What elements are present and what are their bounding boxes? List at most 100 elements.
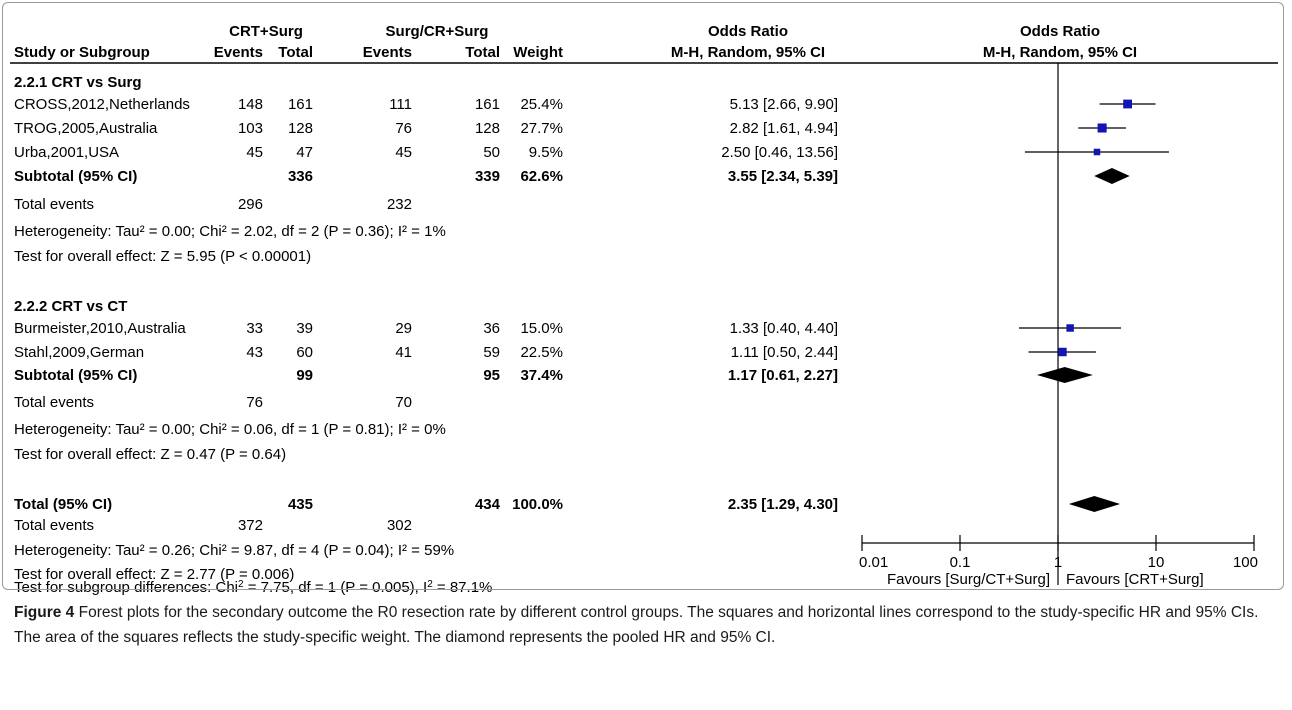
header-total-1: Total xyxy=(278,44,313,61)
subtotal-label: Subtotal (95% CI) xyxy=(14,168,137,185)
subtotal-ci: 1.17 [0.61, 2.27] xyxy=(728,367,838,384)
favours-right-label: Favours [CRT+Surg] xyxy=(1066,571,1204,588)
subgroup-heterogeneity: Heterogeneity: Tau² = 0.00; Chi² = 0.06,… xyxy=(14,421,446,438)
subtotal-diamond xyxy=(1036,367,1093,383)
x-axis-tick-label: 100 xyxy=(1233,554,1258,571)
study-total-1: 39 xyxy=(296,320,313,337)
x-axis-tick-label: 0.01 xyxy=(859,554,888,571)
study-weight: 15.0% xyxy=(520,320,563,337)
study-ci: 1.33 [0.40, 4.40] xyxy=(730,320,838,337)
superscript: 2 xyxy=(427,579,433,590)
study-events-2: 45 xyxy=(395,144,412,161)
subtotal-total-2: 339 xyxy=(475,168,500,185)
study-ci: 2.50 [0.46, 13.56] xyxy=(721,144,838,161)
study-total-1: 60 xyxy=(296,344,313,361)
subgroup-overall-effect: Test for overall effect: Z = 0.47 (P = 0… xyxy=(14,446,286,463)
header-events-2: Events xyxy=(363,44,412,61)
overall-heterogeneity: Heterogeneity: Tau² = 0.26; Chi² = 9.87,… xyxy=(14,542,454,559)
subtotal-total-1: 99 xyxy=(296,367,313,384)
study-name: Stahl,2009,German xyxy=(14,344,144,361)
study-events-1: 148 xyxy=(238,96,263,113)
study-square xyxy=(1058,347,1067,357)
subgroup-differences-part: = 87.1% xyxy=(433,579,493,596)
header-plot-title: Odds Ratio xyxy=(1020,23,1100,40)
study-total-2: 128 xyxy=(475,120,500,137)
subtotal-total-2: 95 xyxy=(483,367,500,384)
header-study: Study or Subgroup xyxy=(14,44,150,61)
overall-effect: Test for overall effect: Z = 2.77 (P = 0… xyxy=(14,566,294,583)
study-ci: 2.82 [1.61, 4.94] xyxy=(730,120,838,137)
study-total-1: 161 xyxy=(288,96,313,113)
study-weight: 25.4% xyxy=(520,96,563,113)
study-events-2: 41 xyxy=(395,344,412,361)
study-weight: 27.7% xyxy=(520,120,563,137)
study-events-1: 33 xyxy=(246,320,263,337)
figure-caption: Figure 4 Forest plots for the secondary … xyxy=(14,600,1282,650)
subgroup-differences-part: Test for subgroup differences: Chi xyxy=(14,579,238,596)
overall-total-total-1: 435 xyxy=(288,496,313,513)
subtotal-weight: 62.6% xyxy=(520,168,563,185)
study-name: Urba,2001,USA xyxy=(14,144,119,161)
overall-total-diamond xyxy=(1068,496,1121,512)
x-axis-tick-label: 1 xyxy=(1054,554,1062,571)
study-name: TROG,2005,Australia xyxy=(14,120,158,137)
study-square xyxy=(1093,148,1101,156)
study-ci: 5.13 [2.66, 9.90] xyxy=(730,96,838,113)
study-events-1: 103 xyxy=(238,120,263,137)
study-events-1: 45 xyxy=(246,144,263,161)
overall-total-ci: 2.35 [1.29, 4.30] xyxy=(728,496,838,513)
study-weight: 22.5% xyxy=(520,344,563,361)
overall-total-events-label: Total events xyxy=(14,517,94,534)
caption-label: Figure 4 xyxy=(14,604,75,621)
study-total-1: 47 xyxy=(296,144,313,161)
study-total-2: 36 xyxy=(483,320,500,337)
study-square xyxy=(1097,123,1107,133)
overall-total-label: Total (95% CI) xyxy=(14,496,112,513)
study-total-2: 59 xyxy=(483,344,500,361)
header-events-1: Events xyxy=(214,44,263,61)
header-total-2: Total xyxy=(465,44,500,61)
header-or-title: Odds Ratio xyxy=(708,23,788,40)
study-ci: 1.11 [0.50, 2.44] xyxy=(731,344,838,361)
subgroup-total-events-events-1: 76 xyxy=(246,394,263,411)
x-axis-tick-label: 0.1 xyxy=(950,554,971,571)
subgroup-total-events-events-2: 70 xyxy=(395,394,412,411)
subtotal-total-1: 336 xyxy=(288,168,313,185)
subgroup-overall-effect: Test for overall effect: Z = 5.95 (P < 0… xyxy=(14,248,311,265)
subtotal-diamond xyxy=(1094,168,1130,184)
header-plot-method: M-H, Random, 95% CI xyxy=(983,44,1137,61)
study-weight: 9.5% xyxy=(529,144,563,161)
subgroup-differences-part: = 7.75, df = 1 (P = 0.005), I xyxy=(244,579,428,596)
header-or-method: M-H, Random, 95% CI xyxy=(671,44,825,61)
study-total-2: 50 xyxy=(483,144,500,161)
study-events-1: 43 xyxy=(246,344,263,361)
subgroup-total-events-events-1: 296 xyxy=(238,196,263,213)
study-square xyxy=(1066,324,1074,332)
subtotal-ci: 3.55 [2.34, 5.39] xyxy=(728,168,838,185)
overall-total-events-events-1: 372 xyxy=(238,517,263,534)
study-name: CROSS,2012,Netherlands xyxy=(14,96,190,113)
overall-total-events-events-2: 302 xyxy=(387,517,412,534)
overall-total-weight: 100.0% xyxy=(512,496,563,513)
header-weight: Weight xyxy=(513,44,563,61)
study-total-1: 128 xyxy=(288,120,313,137)
study-events-2: 76 xyxy=(395,120,412,137)
header-group2: Surg/CR+Surg xyxy=(386,23,489,40)
study-events-2: 111 xyxy=(389,96,412,113)
subgroup-total-events-label: Total events xyxy=(14,394,94,411)
study-total-2: 161 xyxy=(475,96,500,113)
subgroup-total-events-events-2: 232 xyxy=(387,196,412,213)
study-name: Burmeister,2010,Australia xyxy=(14,320,186,337)
subgroup-differences: Test for subgroup differences: Chi 2 = 7.… xyxy=(14,579,492,597)
caption-text: Forest plots for the secondary outcome t… xyxy=(14,604,1259,646)
study-events-2: 29 xyxy=(395,320,412,337)
favours-left-label: Favours [Surg/CT+Surg] xyxy=(887,571,1050,588)
subtotal-weight: 37.4% xyxy=(520,367,563,384)
study-square xyxy=(1123,99,1132,109)
subgroup-heterogeneity: Heterogeneity: Tau² = 0.00; Chi² = 2.02,… xyxy=(14,223,446,240)
subgroup-title: 2.2.1 CRT vs Surg xyxy=(14,74,142,91)
x-axis-tick-label: 10 xyxy=(1148,554,1165,571)
forest-plot-svg: CRT+Surg Surg/CR+Surg Odds Ratio Odds Ratio… xyxy=(10,23,1278,597)
overall-total-total-2: 434 xyxy=(475,496,501,513)
